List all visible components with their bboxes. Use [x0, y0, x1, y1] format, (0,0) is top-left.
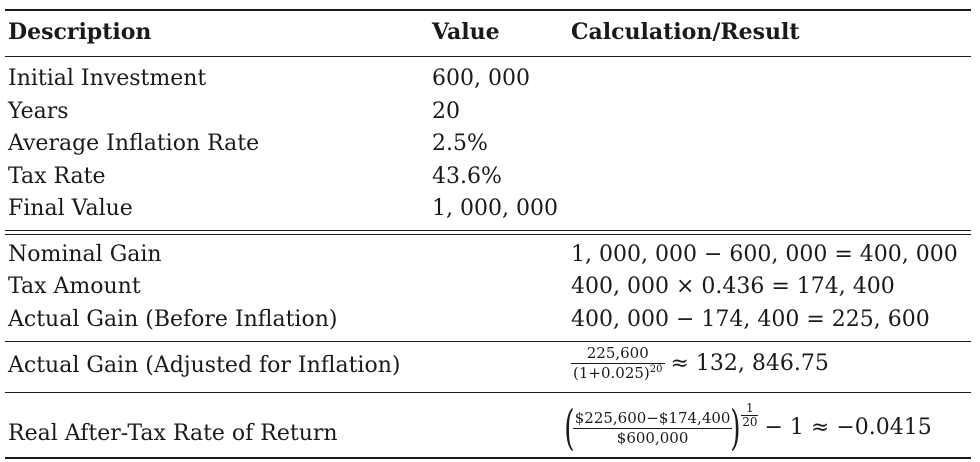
real-rate-fraction: $225,600−$174,400 $600,000 [572, 408, 733, 447]
adjusted-fraction: 225,600 (1+0.025)20 [571, 345, 665, 382]
bottom-rule [5, 457, 971, 459]
double-rule-top [5, 230, 971, 232]
row-final-value-label: Final Value [8, 196, 133, 221]
row-inflation-label: Average Inflation Rate [8, 131, 260, 156]
row-nominal-gain-label: Nominal Gain [8, 242, 162, 267]
header-rule [5, 56, 971, 58]
real-rate-rule [5, 392, 971, 394]
row-actual-gain-calc: 400, 000 − 174, 400 = 225, 600 [571, 307, 930, 332]
header-calculation: Calculation/Result [571, 19, 800, 45]
real-rate-numerator: $225,600−$174,400 [572, 408, 733, 429]
row-initial-investment-label: Initial Investment [8, 66, 207, 91]
row-adjusted-gain-calc: 225,600 (1+0.025)20 ≈ 132, 846.75 [571, 345, 829, 382]
exponent-denominator: 20 [742, 414, 758, 429]
exponent-numerator: 1 [741, 401, 759, 416]
adjusted-fraction-numerator: 225,600 [571, 345, 665, 364]
row-tax-rate-label: Tax Rate [8, 164, 106, 189]
adjusted-rule [5, 341, 971, 343]
row-actual-gain-label: Actual Gain (Before Inflation) [8, 307, 338, 332]
row-final-value-value: 1, 000, 000 [432, 196, 558, 221]
row-inflation-value: 2.5% [432, 131, 488, 156]
row-tax-amount-label: Tax Amount [8, 274, 141, 299]
row-years-label: Years [8, 99, 69, 124]
top-rule [5, 9, 971, 11]
left-paren: ( [564, 400, 575, 456]
adjusted-denominator-base: (1+0.025) [573, 364, 650, 382]
row-years-value: 20 [432, 99, 460, 124]
row-adjusted-gain-label: Actual Gain (Adjusted for Inflation) [8, 353, 401, 378]
real-rate-denominator: $600,000 [616, 428, 689, 447]
row-tax-amount-calc: 400, 000 × 0.436 = 174, 400 [571, 274, 895, 299]
header-value: Value [432, 19, 500, 45]
real-rate-exponent: 1 20 [741, 401, 759, 429]
row-tax-rate-value: 43.6% [432, 164, 502, 189]
row-initial-investment-value: 600, 000 [432, 66, 530, 91]
double-rule-bottom [5, 234, 971, 236]
header-description: Description [8, 19, 152, 45]
row-real-rate-calc: ( $225,600−$174,400 $600,000 ) 1 20 − 1 … [560, 400, 932, 456]
adjusted-denominator-exponent: 20 [649, 364, 663, 375]
row-real-rate-label: Real After-Tax Rate of Return [8, 421, 338, 446]
right-paren: ) [730, 400, 741, 456]
adjusted-fraction-denominator: (1+0.025)20 [571, 364, 665, 382]
real-rate-result: − 1 ≈ −0.0415 [764, 415, 932, 440]
adjusted-result: ≈ 132, 846.75 [670, 350, 829, 376]
row-nominal-gain-calc: 1, 000, 000 − 600, 000 = 400, 000 [571, 242, 958, 267]
